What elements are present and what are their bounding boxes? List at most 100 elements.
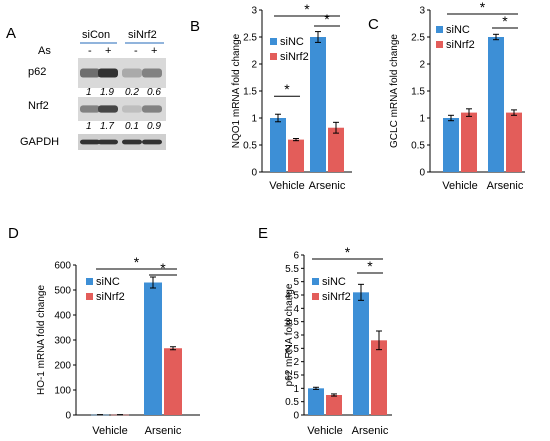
- y-tick-label-e: 4: [293, 304, 299, 315]
- as-row-label: As: [38, 45, 51, 57]
- x-category-label-b: Arsenic: [309, 180, 346, 192]
- y-tick-label-b: 0: [251, 168, 257, 179]
- bar-e-sinc-vehicle: [308, 388, 324, 415]
- y-tick-label-d: 400: [54, 311, 71, 322]
- legend-swatch-d-sinrf2: [86, 293, 93, 300]
- y-tick-label-c: 2: [419, 60, 425, 71]
- lane-3-sign: -: [134, 45, 138, 57]
- legend-swatch-e-sinc: [312, 278, 319, 285]
- y-tick-label-c: 3: [419, 6, 425, 17]
- legend-swatch-c-sinrf2: [436, 41, 443, 48]
- y-tick-label-e: 5.5: [285, 264, 299, 275]
- y-tick-label-c: 2.5: [411, 33, 425, 44]
- protein-label-gapdh: GAPDH: [20, 136, 59, 148]
- y-axis-label-e: p62 mRNA fold change: [284, 283, 295, 386]
- protein-label-nrf2: Nrf2: [28, 100, 49, 112]
- y-tick-label-e: 4.5: [285, 291, 299, 302]
- bar-b-sinc-arsenic: [310, 37, 326, 172]
- legend-label-d-sinc: siNC: [96, 276, 120, 288]
- y-tick-label-d: 100: [54, 386, 71, 397]
- quant-p62-4: 0.6: [147, 87, 161, 98]
- chart-b-nqo1: B 0 0.5 1 1.5 2 2.5 3 NQO1 mRNA fold change Vehi…: [190, 1, 352, 192]
- legend-label-b-sinrf2: siNrf2: [280, 51, 309, 63]
- quant-p62-3: 0.2: [125, 87, 139, 98]
- legend-label-c-sinc: siNC: [446, 24, 470, 36]
- blot-group-sicon: siCon: [82, 29, 110, 41]
- band-p62-lane-2: [98, 68, 118, 78]
- bar-b-sinrf2-vehicle: [288, 139, 304, 172]
- bar-c-sinc-arsenic: [488, 37, 504, 172]
- y-tick-label-b: 0.5: [243, 141, 257, 152]
- significance-star-d: *: [160, 260, 166, 276]
- band-nrf2-lane-4: [142, 105, 162, 113]
- band-nrf2-lane-2: [98, 105, 118, 113]
- y-tick-label-e: 0: [293, 411, 299, 422]
- panel-letter-b: B: [190, 18, 200, 35]
- band-gapdh-lane-2: [98, 139, 118, 145]
- legend-label-c-sinrf2: siNrf2: [446, 39, 475, 51]
- bar-c-sinrf2-arsenic: [506, 112, 522, 172]
- y-tick-label-e: 6: [293, 251, 299, 262]
- y-tick-label-c: 0.5: [411, 141, 425, 152]
- y-tick-label-d: 200: [54, 361, 71, 372]
- x-category-label-c: Arsenic: [487, 180, 524, 192]
- legend-swatch-d-sinc: [86, 278, 93, 285]
- panel-a-western-blot: A siCon siNrf2 As - + - + p62 1 1.9 0.2 …: [6, 25, 166, 150]
- bar-e-sinc-arsenic: [353, 292, 369, 415]
- quant-nrf2-2: 1.7: [100, 121, 114, 132]
- y-tick-label-e: 2.5: [285, 344, 299, 355]
- y-tick-label-e: 3: [293, 331, 299, 342]
- legend-swatch-e-sinrf2: [312, 293, 319, 300]
- y-tick-label-e: 1: [293, 384, 299, 395]
- quant-nrf2-4: 0.9: [147, 121, 161, 132]
- y-tick-label-d: 300: [54, 336, 71, 347]
- y-tick-label-e: 1.5: [285, 371, 299, 382]
- significance-star-b: *: [324, 11, 330, 27]
- legend-swatch-b-sinc: [270, 38, 277, 45]
- x-category-label-e: Arsenic: [352, 425, 389, 437]
- bar-e-sinrf2-vehicle: [326, 395, 342, 415]
- y-tick-label-d: 500: [54, 286, 71, 297]
- band-gapdh-lane-1: [80, 139, 100, 145]
- y-tick-label-b: 1.5: [243, 87, 257, 98]
- legend-label-e-sinc: siNC: [322, 276, 346, 288]
- legend-label-b-sinc: siNC: [280, 36, 304, 48]
- significance-star-e: *: [367, 258, 373, 274]
- band-gapdh-lane-4: [142, 139, 162, 145]
- y-tick-label-d: 600: [54, 261, 71, 272]
- chart-d-ho1: D 0 100 200 300 400 500 600 HO-1 mRNA fold chan…: [8, 225, 200, 437]
- x-category-label-d: Arsenic: [145, 425, 182, 437]
- blot-group-sinrf2: siNrf2: [128, 29, 157, 41]
- y-axis-label-d: HO-1 mRNA fold change: [36, 285, 47, 395]
- y-tick-label-c: 0: [419, 168, 425, 179]
- chart-c-gclc: C 0 0.5 1 1.5 2 2.5 3 GCLC mRNA fold change Vehi…: [368, 0, 525, 192]
- band-nrf2-lane-3: [122, 105, 142, 113]
- band-nrf2-lane-1: [80, 105, 100, 113]
- y-tick-label-e: 5: [293, 277, 299, 288]
- y-tick-label-e: 3.5: [285, 317, 299, 328]
- y-axis-label-b: NQO1 mRNA fold change: [231, 33, 242, 148]
- bar-d-sinc-arsenic: [144, 282, 162, 415]
- y-tick-label-c: 1: [419, 114, 425, 125]
- significance-star-b: *: [304, 1, 310, 17]
- protein-label-p62: p62: [28, 66, 46, 78]
- quant-nrf2-3: 0.1: [125, 121, 139, 132]
- bar-b-sinc-vehicle: [270, 118, 286, 172]
- lane-1-sign: -: [88, 45, 92, 57]
- significance-star-c: *: [480, 0, 486, 15]
- bar-b-sinrf2-arsenic: [328, 127, 344, 172]
- significance-star-b: *: [284, 81, 290, 97]
- quant-p62-1: 1: [86, 87, 92, 98]
- band-p62-lane-3: [122, 68, 142, 78]
- legend-swatch-c-sinc: [436, 26, 443, 33]
- x-category-label-d: Vehicle: [92, 425, 127, 437]
- legend-label-d-sinrf2: siNrf2: [96, 291, 125, 303]
- bar-e-sinrf2-arsenic: [371, 340, 387, 415]
- y-tick-label-e: 0.5: [285, 397, 299, 408]
- bar-c-sinc-vehicle: [443, 118, 459, 172]
- y-tick-label-b: 1: [251, 114, 257, 125]
- significance-star-d: *: [134, 254, 140, 270]
- x-category-label-e: Vehicle: [307, 425, 342, 437]
- band-p62-lane-4: [142, 68, 162, 78]
